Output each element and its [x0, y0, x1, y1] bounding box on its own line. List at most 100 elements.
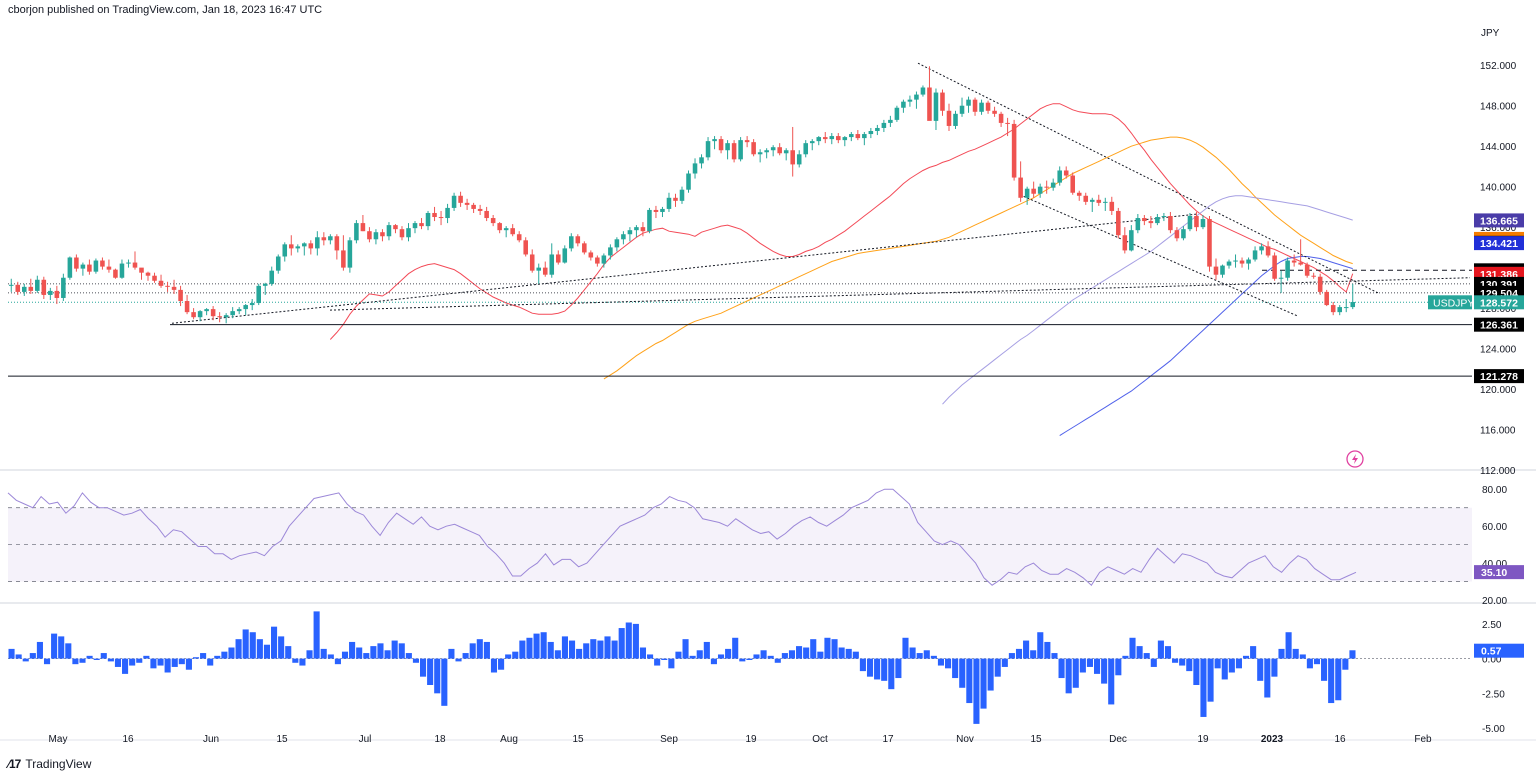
hist-bar [1335, 658, 1342, 701]
hist-bar [377, 643, 384, 659]
candle [972, 97, 978, 116]
hist-bar [576, 648, 583, 659]
candle-body [529, 254, 535, 271]
candle [145, 271, 151, 281]
candle-body [1272, 255, 1277, 279]
candle-body [354, 223, 359, 241]
candle-body [1148, 221, 1154, 224]
hist-bar [647, 654, 654, 659]
hist-bar [271, 626, 278, 659]
candle [679, 186, 685, 204]
candle-body [907, 99, 913, 102]
candle [484, 206, 489, 222]
candle-body [184, 301, 190, 313]
candle [914, 91, 919, 109]
candle-body [796, 154, 802, 165]
candle [640, 222, 646, 237]
candle [1089, 197, 1095, 212]
candle [393, 224, 398, 234]
trendlines [8, 62, 1472, 377]
candle-body [712, 139, 717, 142]
candle [1246, 257, 1251, 270]
rsi-tick-label: 60.00 [1482, 522, 1507, 533]
hist-bar [327, 654, 334, 659]
candle [796, 150, 802, 168]
candle-body [569, 236, 574, 249]
candle [354, 220, 359, 244]
price-tick-label: 128.000 [1480, 304, 1517, 315]
hist-bar [1129, 637, 1136, 659]
candle [725, 140, 730, 160]
candle-body [1135, 218, 1141, 231]
hist-bar [1108, 658, 1115, 705]
candle-body [1018, 177, 1023, 198]
hist-bar [895, 658, 902, 679]
candle-body [627, 230, 633, 235]
candle-body [836, 136, 841, 141]
candle-body [503, 228, 509, 231]
candle [1063, 166, 1069, 179]
hist-bar [185, 658, 192, 670]
candle [979, 99, 984, 115]
hist-bar [1186, 658, 1193, 672]
hist-bar [540, 632, 547, 659]
price-label: 128.572 [1480, 297, 1518, 309]
candle [438, 210, 444, 226]
hist-bar [299, 658, 306, 666]
hist-bar [419, 658, 427, 677]
hist-bar [43, 658, 51, 665]
candle [256, 283, 261, 306]
candle [608, 244, 613, 260]
candle [8, 278, 14, 292]
candle [54, 285, 60, 305]
candle [288, 235, 294, 256]
candle [1330, 302, 1336, 316]
candle [751, 139, 756, 157]
candle-body [380, 232, 385, 237]
hist-bar [349, 641, 356, 659]
candle-body [725, 143, 730, 151]
price-label: 136.665 [1480, 215, 1518, 227]
candle [783, 148, 789, 161]
hist-bar [1342, 658, 1349, 670]
hist-bar [1264, 658, 1271, 698]
candle [705, 137, 711, 161]
candle-body [1096, 199, 1102, 203]
hist-bar [79, 658, 86, 663]
candle [595, 255, 600, 267]
hist-bar [36, 641, 43, 659]
candle [569, 233, 574, 252]
candle-body [1161, 216, 1167, 218]
candle [321, 232, 327, 246]
candle-body [1083, 195, 1089, 202]
candle-body [471, 204, 476, 209]
hist-bar [611, 640, 618, 659]
hist-bar [129, 658, 136, 666]
candle [399, 226, 405, 241]
hist-bar [1065, 658, 1072, 694]
candle [204, 308, 209, 316]
candle [901, 99, 906, 113]
candle [1311, 272, 1316, 279]
candle-body [621, 234, 626, 240]
candle [1044, 180, 1049, 194]
candle [953, 110, 958, 129]
candle-body [451, 195, 457, 208]
hist-bar [703, 641, 710, 659]
candle [1103, 197, 1108, 211]
lightning-icon[interactable] [1346, 450, 1364, 468]
hist-bar [356, 647, 363, 659]
candle-body [1116, 210, 1121, 236]
hist-bar [200, 653, 207, 659]
hist-bar [561, 636, 568, 659]
candle-body [28, 286, 34, 291]
time-tick-label: Jun [203, 734, 219, 745]
hist-bar [689, 655, 696, 659]
candle [803, 140, 809, 158]
hist-bar [923, 650, 930, 659]
candle [1317, 273, 1323, 295]
candles[interactable] [8, 66, 1356, 324]
candle-body [875, 127, 880, 132]
hist-bar [661, 658, 668, 660]
